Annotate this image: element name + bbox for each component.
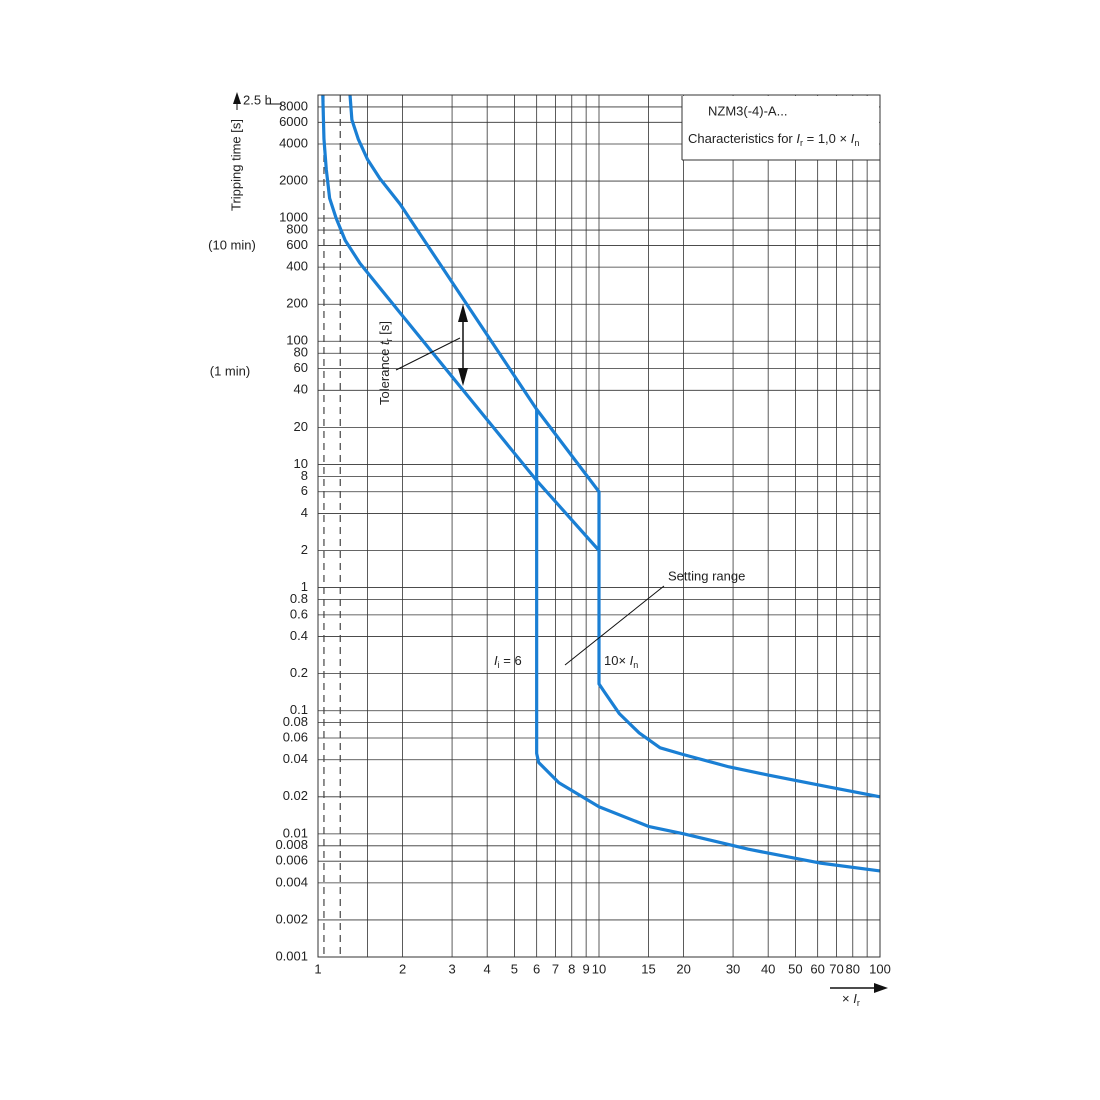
y-tick-label: 0.1 [290,702,308,717]
y-tick-label: 1000 [279,210,308,225]
y-tick-label: 60 [294,360,308,375]
curve [348,94,881,799]
x-tick-label: 20 [676,961,690,976]
y-tick-label: 6 [301,483,308,498]
y-tick-label: 0.4 [290,628,308,643]
x-tick-label: 80 [846,961,860,976]
x-tick-label: 60 [810,961,824,976]
x-tick-label: 15 [641,961,655,976]
x-tick-label: 5 [511,961,518,976]
x-tick-label: 6 [533,961,540,976]
plot-frame [317,94,881,958]
ii-label: Ii = 6 [494,653,522,670]
curve [321,94,601,552]
y-tick-label: 10 [294,456,308,471]
y-tick-label: 800 [286,222,308,237]
x-tick-label: 2 [399,961,406,976]
y-tick-label: 0.008 [275,837,308,852]
y-tick-label: 200 [286,296,308,311]
x-axis-arrow-head [874,983,888,993]
y-tick-label: 0.8 [290,591,308,606]
x-axis-label: × Ir [842,991,860,1008]
y-tick-label: 600 [286,237,308,252]
x-tick-label: 3 [448,961,455,976]
x-tick-label: 1 [314,961,321,976]
x-tick-label: 7 [552,961,559,976]
y-tick-label: 0.02 [283,788,308,803]
y-tick-label: 80 [294,345,308,360]
y-tick-label: 4 [301,505,308,520]
plot [321,94,881,873]
y-tick-label: 1 [301,579,308,594]
time-mark: (10 min) [208,237,256,252]
time-mark: 2.5 h [243,92,272,107]
title-box [682,96,879,160]
tolerance-label: Tolerance tr [s] [377,321,394,405]
y-tick-label: 8 [301,468,308,483]
arrow-head [233,92,241,104]
y-tick-label: 0.001 [275,948,308,963]
x-tick-label: 70 [829,961,843,976]
tolerance-arrow-heads [458,304,468,386]
y-tick-label: 0.002 [275,911,308,926]
y-tick-label: 100 [286,333,308,348]
in-label: 10× In [604,653,638,670]
x-tick-label: 30 [726,961,740,976]
y-tick-label: 0.08 [283,714,308,729]
time-mark: (1 min) [210,363,250,378]
x-tick-label: 4 [484,961,491,976]
y-tick-label: 0.06 [283,729,308,744]
y-tick-label: 2 [301,542,308,557]
y-tick-label: 0.04 [283,751,308,766]
x-tick-label: 50 [788,961,802,976]
y-tick-label: 0.2 [290,665,308,680]
setting-range-label: Setting range [668,568,745,583]
curve [535,409,881,873]
y-tick-label: 6000 [279,114,308,129]
y-axis-label: Tripping time [s] [228,119,243,211]
x-tick-label: 8 [568,961,575,976]
y-tick-label: 0.006 [275,853,308,868]
y-tick-label: 8000 [279,98,308,113]
leader-line [395,337,461,371]
x-tick-label: 9 [583,961,590,976]
x-tick-label: 10 [592,961,606,976]
y-tick-label: 0.01 [283,825,308,840]
x-tick-label: 40 [761,961,775,976]
y-tick-label: 0.6 [290,606,308,621]
x-tick-label: 100 [869,961,891,976]
y-tick-label: 4000 [279,135,308,150]
y-tick-label: 20 [294,419,308,434]
chart-title: NZM3(-4)-A... [708,103,787,118]
y-tick-label: 2000 [279,173,308,188]
y-tick-label: 400 [286,259,308,274]
y-tick-label: 0.004 [275,874,308,889]
y-tick-label: 40 [294,382,308,397]
leader-line [564,585,665,666]
chart-subtitle: Characteristics for Ir = 1,0 × In [688,131,859,148]
